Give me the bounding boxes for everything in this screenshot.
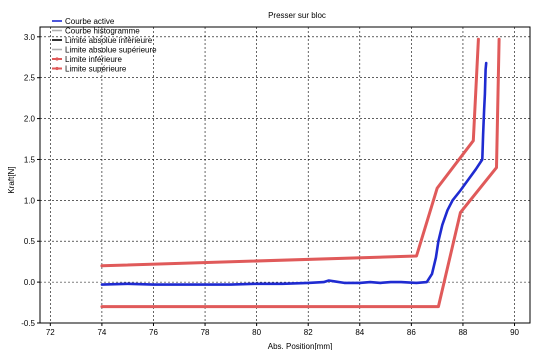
x-axis: 72 74 76 78 80 82 84 86 88 90 — [46, 323, 520, 337]
series-layer — [100, 37, 501, 309]
x-tick-label: 84 — [355, 328, 364, 337]
legend-label-limite-absolue-superieure: Limite absolue supérieure — [65, 46, 157, 55]
y-tick-label: 1.5 — [24, 155, 36, 164]
x-tick-label: 82 — [304, 328, 313, 337]
plot-frame — [39, 26, 531, 324]
chart-title: Presser sur bloc — [268, 11, 326, 20]
series-line-limite-inferieure — [100, 37, 501, 309]
y-tick-label: 3.0 — [24, 33, 36, 42]
x-tick-label: 86 — [407, 328, 416, 337]
legend-label-limite-superieure: Limite supérieure — [65, 65, 127, 74]
legend-marker-limite-superieure — [55, 66, 59, 71]
x-tick-label: 76 — [149, 328, 158, 337]
y-tick-label: 0.5 — [24, 237, 36, 246]
x-tick-label: 72 — [46, 328, 55, 337]
legend-label-limite-inferieure: Limite inférieure — [65, 55, 122, 64]
legend-label-courbe-histogramme: Courbe histogramme — [65, 27, 140, 36]
x-tick-label: 74 — [97, 328, 106, 337]
y-tick-label: -0.5 — [21, 319, 35, 328]
x-tick-label: 78 — [201, 328, 210, 337]
y-axis: -0.5 0.0 0.5 1.0 1.5 2.0 2.5 3.0 — [21, 33, 40, 328]
y-tick-label: 2.0 — [24, 115, 36, 124]
legend-label-limite-absolue-inferieure: Limite absolue inférieure — [65, 36, 153, 45]
y-tick-label: 2.5 — [24, 74, 36, 83]
series-line-courbe-active — [100, 61, 488, 286]
x-tick-label: 88 — [458, 328, 467, 337]
series-line-limite-superieure — [100, 37, 480, 268]
y-tick-label: 0.0 — [24, 278, 36, 287]
y-axis-label: Kraft[N] — [7, 166, 16, 193]
y-tick-label: 1.0 — [24, 196, 36, 205]
legend-marker-limite-inferieure — [55, 57, 59, 61]
x-axis-label: Abs. Position[mm] — [268, 342, 332, 350]
x-tick-label: 90 — [510, 328, 519, 337]
legend-label-courbe-active: Courbe active — [65, 17, 115, 26]
x-tick-label: 80 — [252, 328, 261, 337]
